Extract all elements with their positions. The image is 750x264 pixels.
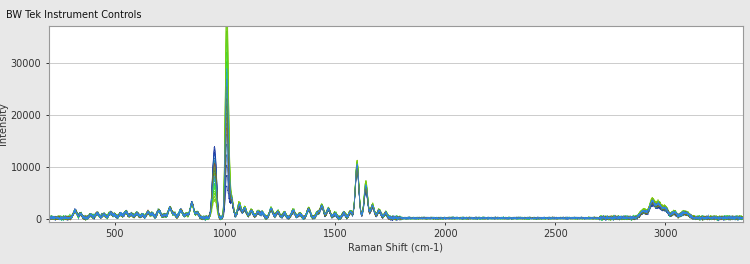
Y-axis label: Intensity: Intensity: [0, 103, 8, 145]
Text: BW Tek Instrument Controls: BW Tek Instrument Controls: [6, 10, 142, 20]
X-axis label: Raman Shift (cm-1): Raman Shift (cm-1): [348, 242, 443, 252]
